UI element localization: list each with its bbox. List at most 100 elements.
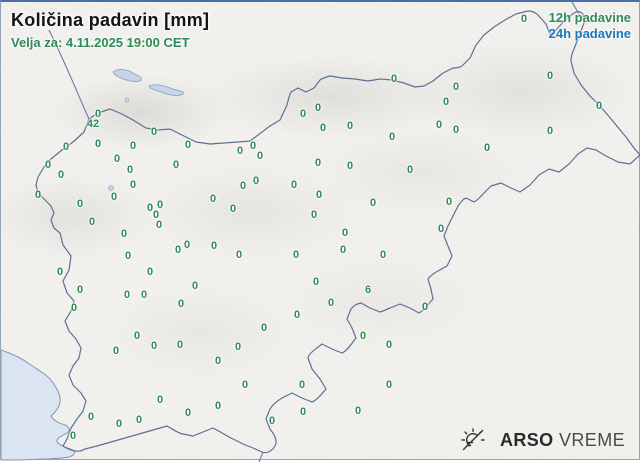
station-value: 0 <box>210 240 218 252</box>
station-value: 0 <box>339 244 347 256</box>
slovenia-border <box>35 10 640 454</box>
station-value: 0 <box>172 159 180 171</box>
logo-text-regular: VREME <box>558 429 625 450</box>
arso-vreme-logo: ARSO VREME <box>460 427 625 453</box>
station-value: 0 <box>546 125 554 137</box>
station-value: 0 <box>88 216 96 228</box>
layer-links: 12h padavine 24h padavine <box>549 10 631 42</box>
station-value: 0 <box>435 119 443 131</box>
station-value: 0 <box>44 159 52 171</box>
station-value: 0 <box>314 157 322 169</box>
station-value: 0 <box>113 153 121 165</box>
lake <box>112 69 142 82</box>
station-value: 0 <box>69 430 77 442</box>
station-value: 0 <box>146 202 154 214</box>
station-value: 0 <box>260 322 268 334</box>
page-title: Količina padavin [mm] <box>11 10 210 30</box>
station-value: 0 <box>112 345 120 357</box>
station-value: 0 <box>256 150 264 162</box>
station-value: 0 <box>229 203 237 215</box>
lake <box>108 185 114 191</box>
neighbor-border-line <box>258 451 264 462</box>
station-value: 42 <box>86 118 100 130</box>
link-12h-precipitation[interactable]: 12h padavine <box>548 10 631 25</box>
station-value: 0 <box>110 191 118 203</box>
neighbor-border-line <box>48 29 90 120</box>
station-value: 0 <box>292 249 300 261</box>
station-value: 0 <box>452 81 460 93</box>
station-value: 0 <box>341 227 349 239</box>
station-value: 0 <box>390 73 398 85</box>
station-value: 0 <box>310 209 318 221</box>
station-value: 0 <box>174 244 182 256</box>
station-value: 0 <box>140 289 148 301</box>
station-value: 0 <box>115 418 123 430</box>
station-value: 0 <box>214 355 222 367</box>
station-value: 0 <box>299 108 307 120</box>
station-value: 0 <box>146 266 154 278</box>
station-value: 0 <box>385 339 393 351</box>
station-value: 0 <box>452 124 460 136</box>
station-value: 0 <box>314 102 322 114</box>
station-value: 0 <box>152 209 160 221</box>
station-value: 0 <box>57 169 65 181</box>
station-value: 0 <box>176 339 184 351</box>
station-value: 0 <box>293 309 301 321</box>
sea-area <box>1 349 76 461</box>
station-value: 0 <box>249 140 257 152</box>
station-value: 0 <box>234 341 242 353</box>
station-value: 0 <box>483 142 491 154</box>
station-value: 0 <box>445 196 453 208</box>
station-value: 0 <box>133 330 141 342</box>
station-value: 0 <box>239 180 247 192</box>
station-value: 0 <box>150 126 158 138</box>
station-value: 0 <box>546 70 554 82</box>
station-value: 0 <box>442 96 450 108</box>
station-value: 0 <box>76 198 84 210</box>
station-value: 0 <box>421 301 429 313</box>
station-value: 0 <box>156 199 164 211</box>
station-value: 0 <box>156 394 164 406</box>
station-value: 0 <box>299 406 307 418</box>
station-value: 0 <box>56 266 64 278</box>
station-value: 0 <box>177 298 185 310</box>
valid-time-label: Velja za: 4.11.2025 19:00 CET <box>11 35 190 50</box>
station-value: 0 <box>268 415 276 427</box>
station-value: 0 <box>312 276 320 288</box>
link-24h-precipitation[interactable]: 24h padavine <box>548 26 631 41</box>
station-value: 0 <box>214 400 222 412</box>
station-value: 0 <box>236 145 244 157</box>
station-value: 0 <box>359 330 367 342</box>
station-value: 0 <box>385 379 393 391</box>
station-value: 0 <box>135 414 143 426</box>
station-value: 0 <box>129 140 137 152</box>
station-value: 0 <box>437 223 445 235</box>
lake <box>124 97 130 103</box>
station-value: 0 <box>298 379 306 391</box>
station-value: 0 <box>209 193 217 205</box>
station-value: 0 <box>346 120 354 132</box>
station-value: 0 <box>155 219 163 231</box>
station-value: 0 <box>124 250 132 262</box>
station-value: 0 <box>129 179 137 191</box>
station-value: 0 <box>369 197 377 209</box>
station-value: 0 <box>123 289 131 301</box>
station-value: 0 <box>406 164 414 176</box>
station-value: 0 <box>319 122 327 134</box>
logo-text: ARSO VREME <box>500 430 625 451</box>
sun-logo-icon <box>461 428 485 451</box>
station-value: 0 <box>191 280 199 292</box>
station-value: 0 <box>241 379 249 391</box>
station-value: 0 <box>62 141 70 153</box>
station-value: 0 <box>315 189 323 201</box>
station-value: 0 <box>126 164 134 176</box>
station-value: 0 <box>76 284 84 296</box>
station-value: 0 <box>595 100 603 112</box>
station-value: 0 <box>150 340 158 352</box>
station-value: 0 <box>327 297 335 309</box>
station-value: 0 <box>379 249 387 261</box>
station-value: 0 <box>520 13 528 25</box>
